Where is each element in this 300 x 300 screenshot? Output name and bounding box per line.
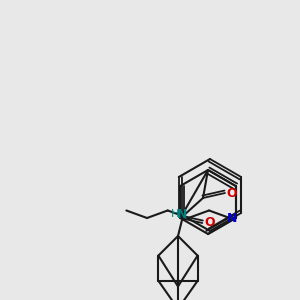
Text: N: N <box>226 212 237 224</box>
Text: N: N <box>177 208 187 220</box>
Text: O: O <box>227 187 237 200</box>
Text: O: O <box>204 217 214 230</box>
Text: H: H <box>171 209 179 219</box>
